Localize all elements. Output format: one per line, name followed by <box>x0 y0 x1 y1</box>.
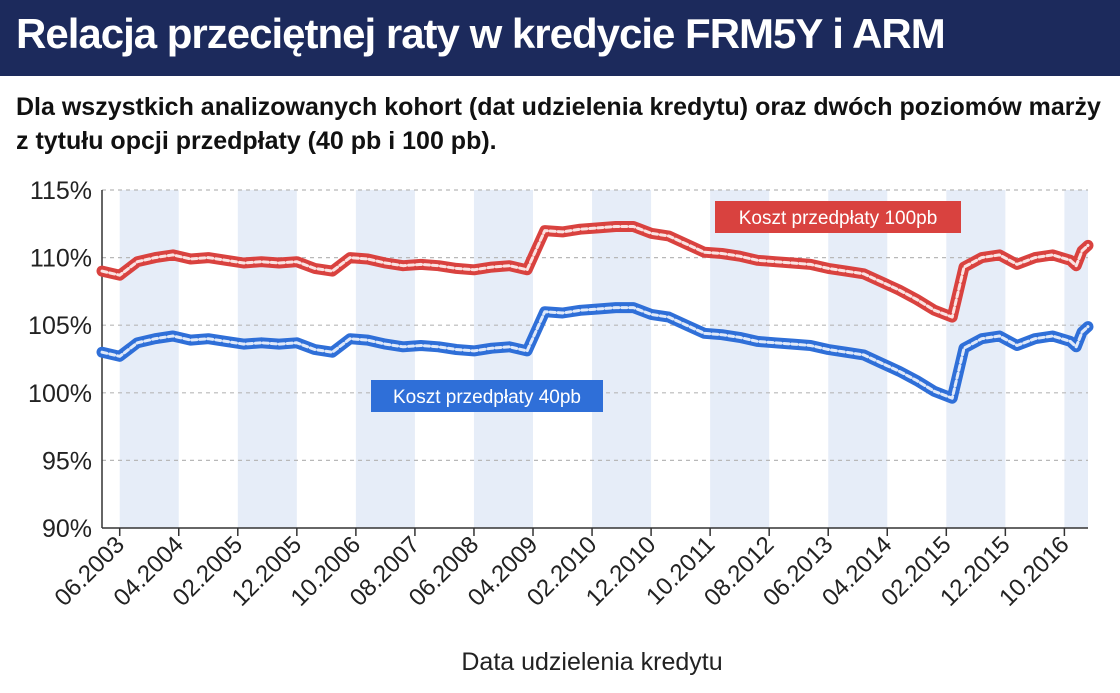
y-tick-label: 95% <box>42 447 92 475</box>
background-band <box>119 190 179 528</box>
y-axis-ticks: 90% 95% 100% 105% 110% 115% <box>28 177 92 543</box>
title-bar: Relacja przeciętnej raty w kredycie FRM5… <box>0 0 1120 76</box>
series-label-box <box>715 201 961 233</box>
background-bands <box>119 190 1088 528</box>
series-labels: Koszt przedpłaty 100pb Koszt przedpłaty 4… <box>371 201 961 412</box>
series-line-core <box>100 225 1090 319</box>
series-label-box <box>371 380 603 412</box>
series-layer <box>96 221 1094 404</box>
series-label-text: Koszt przedpłaty 100pb <box>739 208 938 229</box>
y-tick-label: 90% <box>42 515 92 543</box>
y-tick-label: 100% <box>28 380 92 408</box>
y-tick-label: 105% <box>28 312 92 340</box>
chart-title: Relacja przeciętnej raty w kredycie FRM5… <box>16 10 946 57</box>
background-band <box>710 190 770 528</box>
background-band <box>473 190 534 528</box>
background-band <box>592 190 652 528</box>
background-band <box>237 190 297 528</box>
series-label: Koszt przedpłaty 40pb <box>371 380 603 412</box>
series-label: Koszt przedpłaty 100pb <box>715 201 961 233</box>
background-band <box>355 190 415 528</box>
x-axis-ticks: 06.200304.200402.200512.200510.200608.20… <box>50 528 1075 612</box>
series-label-text: Koszt przedpłaty 40pb <box>393 387 581 408</box>
background-band <box>1064 190 1088 528</box>
series-line-core <box>100 306 1090 400</box>
y-tick-label: 115% <box>30 177 92 205</box>
grid-lines <box>101 189 1088 529</box>
y-tick-label: 110% <box>30 245 92 273</box>
x-axis-title: Data udzielenia kredytu <box>461 648 722 676</box>
chart-subtitle: Dla wszystkich analizowanych kohort (dat… <box>16 93 1101 155</box>
background-band <box>946 190 1006 528</box>
